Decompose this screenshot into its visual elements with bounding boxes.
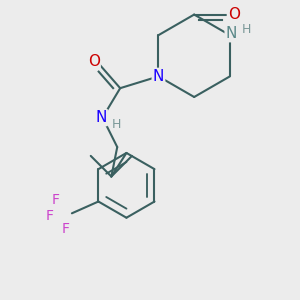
Text: N: N <box>153 69 164 84</box>
Text: O: O <box>228 7 240 22</box>
Text: H: H <box>112 118 121 130</box>
Text: O: O <box>88 54 100 69</box>
Text: F: F <box>46 209 54 223</box>
Text: N: N <box>95 110 107 125</box>
Text: F: F <box>52 193 60 207</box>
Text: H: H <box>242 23 251 36</box>
Text: F: F <box>62 223 70 236</box>
Text: N: N <box>226 26 237 41</box>
